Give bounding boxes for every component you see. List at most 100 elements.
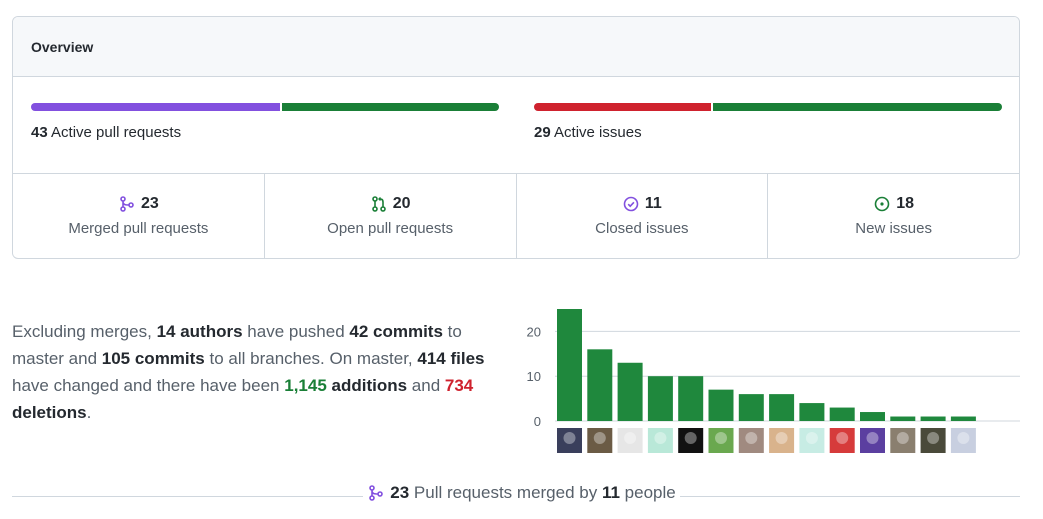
pull-requests-progress-bar[interactable]	[31, 103, 499, 111]
merged-pr-total: 23	[390, 483, 410, 502]
author-avatar[interactable]	[587, 428, 613, 453]
stat-new-issues[interactable]: 18 New issues	[768, 173, 1019, 258]
active-issues-count: 29	[534, 124, 551, 141]
footer-text: people	[619, 483, 676, 502]
additions-label: additions	[326, 376, 408, 395]
merged-pr-label: Merged pull requests	[68, 220, 209, 237]
avatar-face-icon	[866, 432, 879, 444]
commit-bar[interactable]	[950, 416, 976, 421]
open-segment[interactable]	[282, 103, 499, 111]
commit-bar[interactable]	[769, 394, 795, 421]
author-avatar[interactable]	[890, 428, 916, 453]
additions-count: 1,145	[284, 376, 327, 395]
commit-bar[interactable]	[920, 416, 946, 421]
avatar-face-icon	[624, 432, 637, 444]
closed-issues-label: Closed issues	[595, 220, 689, 237]
avatar-face-icon	[563, 432, 576, 444]
author-avatar[interactable]	[678, 428, 704, 453]
merged-segment[interactable]	[31, 103, 281, 111]
avatar-face-icon	[927, 432, 940, 444]
avatar-face-icon	[775, 432, 788, 444]
active-issues-label[interactable]: 29 Active issues	[534, 124, 1002, 141]
stat-closed-issues[interactable]: 11 Closed issues	[517, 173, 769, 258]
master-commits-count: 42 commits	[349, 322, 443, 341]
active-issues-block[interactable]: 29 Active issues	[534, 103, 1002, 163]
summary-text: to master and	[12, 322, 462, 368]
author-avatar[interactable]	[950, 428, 976, 453]
summary-text: and	[407, 376, 445, 395]
commit-summary: Excluding merges, 14 authors have pushed…	[12, 318, 512, 426]
closed-issue-icon	[622, 195, 640, 213]
avatar-face-icon	[896, 432, 909, 444]
new-issues-label: New issues	[855, 220, 932, 237]
active-pull-requests-text: Active pull requests	[51, 124, 182, 141]
footer: 23 Pull requests merged by 11 people	[0, 483, 1043, 503]
commit-bar[interactable]	[708, 389, 734, 421]
active-issues-text: Active issues	[554, 124, 642, 141]
new-issue-icon	[873, 195, 891, 213]
avatar-face-icon	[836, 432, 849, 444]
author-avatar[interactable]	[799, 428, 825, 453]
files-changed-count: 414 files	[417, 349, 485, 368]
avatar-face-icon	[957, 432, 970, 444]
overview-panel: Overview 43 Active pull requests 29 Acti…	[12, 16, 1020, 259]
author-avatar[interactable]	[738, 428, 764, 453]
commit-bar[interactable]	[738, 394, 764, 421]
commit-bar[interactable]	[557, 309, 582, 421]
active-pull-requests-label[interactable]: 43 Active pull requests	[31, 124, 499, 141]
open-pr-label: Open pull requests	[327, 220, 454, 237]
people-count: 11	[601, 483, 620, 502]
y-tick-label: 10	[527, 369, 541, 384]
new-segment[interactable]	[712, 103, 1002, 111]
commit-bar[interactable]	[678, 376, 704, 421]
y-tick-label: 20	[527, 324, 541, 339]
commit-bar[interactable]	[860, 412, 885, 421]
overview-header: Overview	[13, 17, 1019, 77]
author-avatar[interactable]	[860, 428, 885, 453]
author-avatar[interactable]	[617, 428, 643, 453]
author-avatar[interactable]	[647, 428, 673, 453]
summary-text: .	[86, 403, 92, 422]
authors-count: 14 authors	[156, 322, 243, 341]
merged-pr-icon	[118, 195, 136, 213]
stat-open-pull-requests[interactable]: 20 Open pull requests	[265, 173, 517, 258]
author-avatar[interactable]	[829, 428, 855, 453]
avatar-face-icon	[805, 432, 818, 444]
deletions-label: deletions	[12, 403, 87, 422]
y-tick-label: 0	[534, 414, 541, 429]
open-pr-count: 20	[392, 195, 411, 212]
commit-bar[interactable]	[587, 349, 613, 421]
author-avatar[interactable]	[920, 428, 946, 453]
stats-row: 23 Merged pull requests 20 Open pull req…	[13, 173, 1019, 258]
active-pull-requests-count: 43	[31, 124, 48, 141]
footer-text: Pull requests merged by	[409, 483, 602, 502]
summary-text: to all branches. On master,	[204, 349, 418, 368]
commit-bar[interactable]	[799, 403, 825, 421]
open-pr-icon	[370, 195, 388, 213]
commit-bar[interactable]	[617, 362, 643, 421]
commit-bar[interactable]	[647, 376, 673, 421]
avatar-face-icon	[593, 432, 606, 444]
issues-progress-bar[interactable]	[534, 103, 1002, 111]
author-avatar[interactable]	[708, 428, 734, 453]
avatar-face-icon	[654, 432, 667, 444]
active-pull-requests-block[interactable]: 43 Active pull requests	[31, 103, 499, 163]
merged-pr-count: 23	[140, 195, 159, 212]
commits-by-author-chart: 0 10 20	[527, 309, 1020, 453]
merged-pr-icon	[367, 484, 385, 502]
commit-bar[interactable]	[829, 407, 855, 421]
author-avatar[interactable]	[769, 428, 795, 453]
commit-bar[interactable]	[890, 416, 916, 421]
closed-segment[interactable]	[534, 103, 711, 111]
avatar-face-icon	[684, 432, 697, 444]
author-avatar[interactable]	[557, 428, 582, 453]
summary-text: have pushed	[242, 322, 350, 341]
merged-summary: 23 Pull requests merged by 11 people	[363, 483, 680, 503]
summary-text: have changed and there have been	[12, 376, 285, 395]
new-issues-count: 18	[896, 195, 915, 212]
closed-issues-count: 11	[644, 195, 662, 212]
summary-text: Excluding merges,	[12, 322, 157, 341]
avatar-face-icon	[745, 432, 758, 444]
stat-merged-pull-requests[interactable]: 23 Merged pull requests	[13, 173, 265, 258]
overview-title: Overview	[31, 38, 94, 55]
